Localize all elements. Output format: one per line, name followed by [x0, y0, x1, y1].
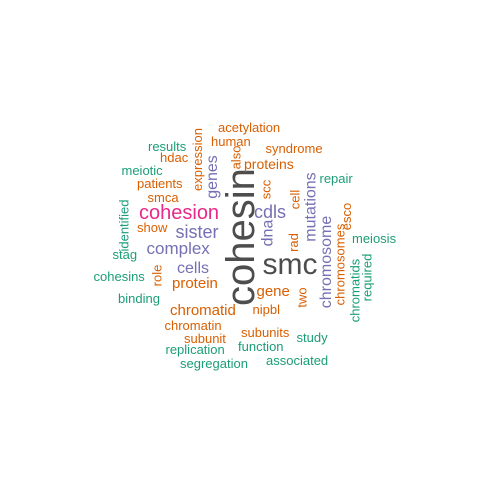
word-cell: cell	[287, 189, 303, 209]
word-also: also	[228, 145, 244, 169]
word-chromatin: chromatin	[164, 317, 222, 333]
word-genes: genes	[203, 155, 221, 199]
word-gene: gene	[256, 282, 290, 300]
word-rad: rad	[285, 232, 301, 252]
word-meiosis: meiosis	[352, 230, 397, 246]
word-identified: identified	[116, 198, 132, 252]
word-mutations: mutations	[302, 172, 320, 242]
word-cohesin: cohesin	[218, 168, 263, 306]
word-study: study	[296, 329, 328, 345]
word-cohesion: cohesion	[139, 202, 220, 224]
word-two: two	[294, 286, 310, 308]
word-results: results	[148, 138, 187, 154]
word-hdac: hdac	[160, 149, 189, 165]
word-human: human	[211, 133, 251, 149]
word-cells: cells	[177, 260, 210, 277]
word-dna: dna	[258, 219, 276, 247]
word-binding: binding	[118, 290, 160, 306]
word-nipbl: nipbl	[252, 301, 280, 317]
word-sister: sister	[175, 222, 219, 242]
word-subunits: subunits	[241, 324, 290, 340]
word-smc: smc	[262, 248, 318, 281]
word-expression: expression	[189, 127, 205, 191]
word-syndrome: syndrome	[265, 140, 323, 156]
word-meiotic: meiotic	[121, 162, 163, 178]
word-stag: stag	[112, 246, 138, 262]
word-smca: smca	[147, 189, 179, 205]
word-function: function	[238, 338, 284, 354]
word-acetylation: acetylation	[218, 119, 281, 135]
word-complex: complex	[146, 238, 210, 258]
word-protein: protein	[172, 274, 218, 292]
word-cdls: cdls	[254, 202, 287, 222]
word-required: required	[359, 253, 375, 301]
word-proteins: proteins	[244, 156, 294, 172]
word-replication: replication	[165, 341, 225, 357]
word-associated: associated	[266, 352, 329, 368]
word-cohesins: cohesins	[93, 268, 145, 284]
word-role: role	[149, 264, 165, 286]
word-chromatids: chromatids	[347, 258, 363, 322]
word-chromatid: chromatid	[170, 301, 236, 319]
word-scc: scc	[258, 179, 274, 199]
word-segregation: segregation	[180, 355, 248, 371]
word-repair: repair	[319, 170, 353, 186]
word-subunit: subunit	[184, 330, 226, 346]
word-chromosomes: chromosomes	[332, 223, 348, 305]
word-show: show	[137, 219, 168, 235]
word-patients: patients	[137, 175, 183, 191]
